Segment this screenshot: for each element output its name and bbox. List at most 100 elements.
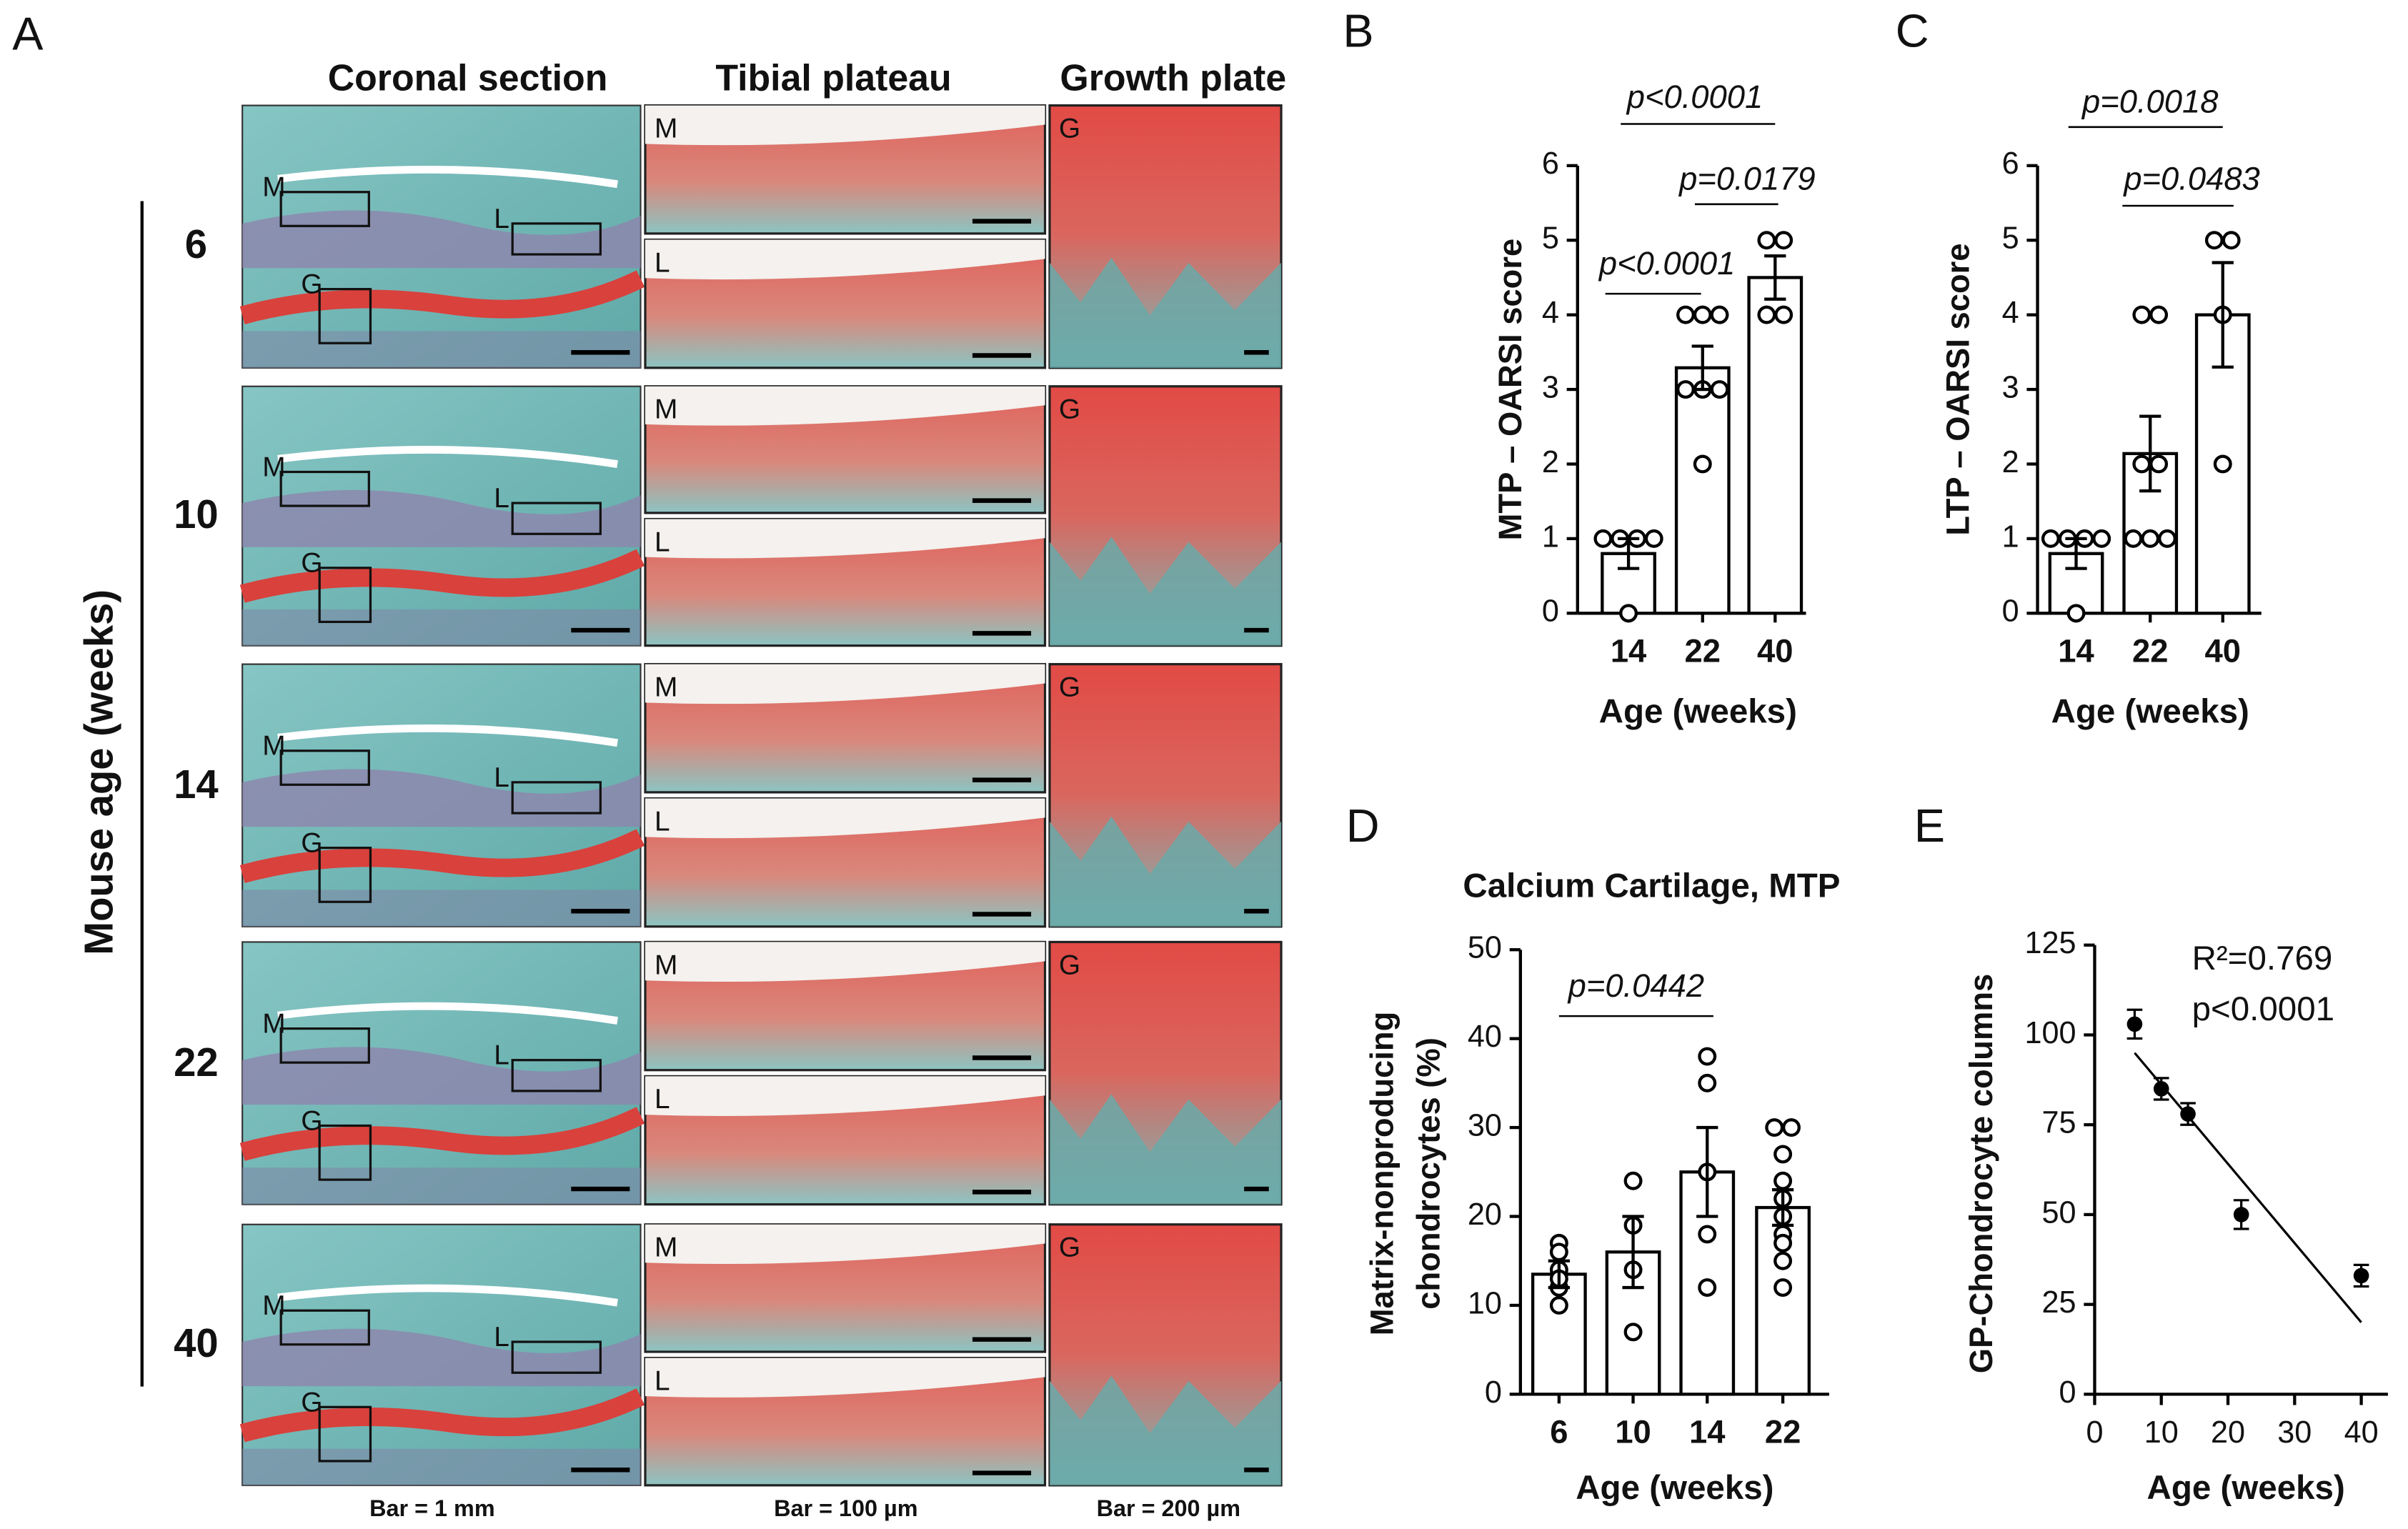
x-tick-label: 14 [2058, 632, 2094, 669]
articular-gap [645, 1358, 1045, 1398]
data-point [2233, 1207, 2249, 1222]
bar [1674, 366, 1731, 615]
region-box [279, 191, 370, 227]
y-tick-label: 1 [1542, 519, 1559, 554]
data-point [1623, 1171, 1643, 1190]
data-point [2141, 529, 2160, 548]
column-header: Tibial plateau [715, 57, 951, 99]
row-label: 22 [174, 1040, 218, 1085]
stat-annotation: p<0.0001 [2192, 990, 2335, 1028]
data-point [2180, 1106, 2196, 1122]
region-box [511, 1059, 602, 1092]
y-tick-label: 0 [2059, 1375, 2076, 1410]
data-point [2092, 529, 2111, 548]
region-label: M [655, 1232, 677, 1263]
y-axis-label: Matrix-nonproducing [1364, 1012, 1400, 1336]
y-tick-label: 30 [1468, 1108, 1502, 1142]
data-point [2204, 231, 2224, 250]
significance-label: p<0.0001 [1598, 245, 1735, 282]
region-label: G [301, 548, 322, 579]
y-tick-label: 50 [1468, 931, 1502, 965]
data-point [1773, 1278, 1793, 1298]
data-point [1757, 305, 1776, 324]
data-point [1619, 604, 1638, 623]
data-point [2041, 529, 2060, 548]
growth-columns [1049, 1375, 1282, 1485]
x-tick-label: 40 [2205, 632, 2241, 669]
data-point [1782, 1118, 1801, 1137]
articular-gap [645, 798, 1045, 839]
bone-lower [242, 331, 641, 368]
data-point [1757, 231, 1776, 250]
y-axis-label: LTP – OARSI score [1940, 243, 1976, 535]
bone-lower [242, 609, 641, 646]
x-axis-label: Age (weeks) [1576, 1469, 1773, 1507]
significance-label: p=0.0483 [2122, 160, 2259, 196]
y-axis-label: chondrocytes (%) [1411, 1037, 1447, 1310]
y-axis-label: Mouse age (weeks) [76, 589, 121, 955]
joint-space [277, 1284, 618, 1307]
data-point [2066, 604, 2086, 623]
region-label: M [655, 950, 677, 980]
region-label: G [1059, 113, 1080, 144]
region-box [279, 1027, 370, 1064]
y-tick-label: 50 [2041, 1195, 2076, 1230]
region-box [279, 1309, 370, 1346]
region-box [318, 288, 372, 344]
data-point [1698, 1278, 1717, 1298]
y-tick-label: 40 [1468, 1020, 1502, 1054]
articular-gap [645, 942, 1045, 982]
row-label: 14 [174, 762, 218, 807]
y-tick-label: 6 [1542, 146, 1559, 181]
growth-plate-band [239, 1107, 645, 1161]
x-tick-label: 20 [2211, 1415, 2245, 1450]
x-tick-label: 6 [1550, 1414, 1568, 1450]
region-label: G [301, 1105, 322, 1136]
region-box [318, 1124, 372, 1181]
region-label: M [262, 1009, 285, 1040]
x-tick-label: 14 [1689, 1414, 1725, 1450]
x-axis-label: Age (weeks) [2147, 1469, 2345, 1507]
data-point [1693, 454, 1712, 474]
y-axis-label: MTP – OARSI score [1492, 239, 1528, 541]
y-tick-label: 2 [2002, 445, 2019, 479]
articular-gap [645, 1076, 1045, 1116]
scale-bar-label: Bar = 100 µm [774, 1495, 917, 1521]
data-point [1710, 305, 1729, 324]
panel-label: A [12, 8, 44, 60]
panel-label: B [1343, 4, 1373, 56]
y-tick-label: 3 [2002, 370, 2019, 404]
y-tick-label: 75 [2041, 1106, 2076, 1140]
data-point [1773, 1233, 1793, 1252]
x-tick-label: 40 [2344, 1415, 2379, 1450]
data-point [2132, 454, 2151, 474]
region-label: M [262, 452, 285, 482]
x-tick-label: 10 [2144, 1415, 2179, 1450]
region-label: L [655, 247, 670, 278]
articular-gap [645, 239, 1045, 280]
data-point [2353, 1267, 2369, 1284]
y-tick-label: 20 [1468, 1197, 1502, 1232]
region-label: L [494, 204, 509, 234]
data-point [2124, 529, 2143, 548]
articular-gap [645, 519, 1045, 559]
x-tick-label: 22 [1765, 1414, 1801, 1450]
y-tick-label: 10 [1468, 1286, 1502, 1320]
x-tick-label: 30 [2277, 1415, 2312, 1450]
joint-space [277, 1002, 618, 1025]
data-point [2158, 529, 2176, 548]
region-label: L [655, 806, 670, 837]
y-tick-label: 1 [2002, 519, 2019, 554]
region-label: L [494, 1322, 509, 1353]
data-point [2132, 305, 2151, 324]
x-tick-label: 40 [1757, 632, 1793, 669]
region-label: L [494, 762, 509, 793]
region-label: G [1059, 672, 1080, 702]
x-tick-label: 10 [1615, 1414, 1651, 1450]
data-point [1676, 305, 1695, 324]
y-tick-label: 4 [2002, 296, 2019, 330]
significance-label: p=0.0179 [1678, 160, 1815, 196]
data-point [1774, 231, 1793, 250]
